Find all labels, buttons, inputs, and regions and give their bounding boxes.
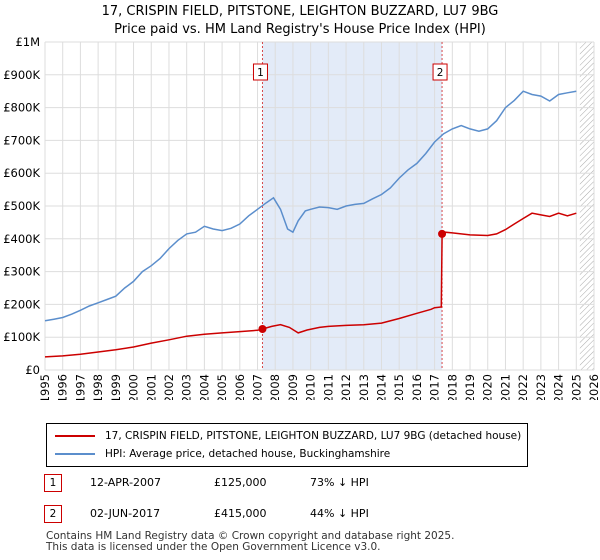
x-tick-label: 2018 [445,374,459,400]
price-chart: 1 2 £0 £100K £200K £300K £400K £500K £600K £700K £… [3,35,600,400]
chart-title: 17, CRISPIN FIELD, PITSTONE, LEIGHTON BU… [101,4,499,19]
x-tick-label: 2014 [374,374,388,400]
sale-point [258,325,267,333]
x-tick-label: 2019 [463,374,477,400]
x-tick-label: 2016 [410,374,424,400]
y-tick-label: £0 [25,363,40,377]
x-tick-label: 1995 [38,374,52,400]
chart-subtitle: Price paid vs. HM Land Registry's House … [114,22,486,37]
x-tick-label: 2023 [534,374,548,400]
x-tick-label: 2004 [197,374,211,400]
y-tick-label: £100K [3,330,40,344]
sale-point [438,229,447,238]
legend-swatch-property [55,435,95,437]
y-tick-label: £600K [3,166,40,180]
x-tick-label: 2000 [127,374,141,400]
x-tick-label: 2012 [339,374,353,400]
annotation-label: 1 [257,67,264,79]
sale-price: £125,000 [214,476,267,489]
footer: Contains HM Land Registry data © Crown c… [46,531,454,553]
hpi-series-line [44,90,577,322]
x-tick-label: 1998 [91,374,105,400]
x-tick-label: 1996 [56,374,70,400]
x-tick-label: 2024 [552,374,566,400]
legend-label-hpi: HPI: Average price, detached house, Buck… [105,448,391,460]
y-tick-label: £700K [3,133,40,147]
sale-date: 02-JUN-2017 [90,507,161,520]
sale-marker-badge: 2 [44,505,62,523]
sale-row: 1 12-APR-2007 £125,000 73% ↓ HPI [44,474,564,494]
legend-item-hpi: HPI: Average price, detached house, Buck… [55,446,390,462]
sale-hpi-diff: 44% ↓ HPI [310,507,369,520]
x-tick-label: 2010 [304,374,318,400]
x-tick-label: 1997 [73,374,87,400]
footer-copyright: Contains HM Land Registry data © Crown c… [46,530,455,542]
x-tick-label: 2017 [428,374,442,400]
x-tick-label: 2001 [144,374,158,400]
legend: 17, CRISPIN FIELD, PITSTONE, LEIGHTON BU… [46,423,528,467]
x-tick-label: 1999 [109,374,123,400]
x-tick-label: 2015 [392,374,406,400]
footer-licence: This data is licensed under the Open Gov… [46,541,381,553]
sale-hpi-diff: 73% ↓ HPI [310,476,369,489]
x-tick-label: 2025 [569,374,583,400]
annotation-box [252,63,268,81]
legend-item-property: 17, CRISPIN FIELD, PITSTONE, LEIGHTON BU… [55,428,521,444]
sale-marker-badge: 1 [44,474,62,492]
y-tick-label: £200K [3,297,40,311]
x-tick-label: 2022 [516,374,530,400]
y-tick-label: £400K [3,232,40,246]
y-tick-label: £900K [3,68,40,82]
x-tick-label: 2008 [268,374,282,400]
x-tick-label: 2005 [215,374,229,400]
sale-row: 2 02-JUN-2017 £415,000 44% ↓ HPI [44,505,564,525]
x-tick-label: 2002 [162,374,176,400]
x-tick-label: 2007 [251,374,265,400]
x-tick-label: 2011 [321,374,335,400]
x-tick-label: 2006 [233,374,247,400]
x-tick-label: 2021 [498,374,512,400]
legend-swatch-hpi [55,453,95,455]
sale-date: 12-APR-2007 [90,476,162,489]
x-tick-label: 2013 [357,374,371,400]
legend-label-property: 17, CRISPIN FIELD, PITSTONE, LEIGHTON BU… [105,430,522,442]
property-series-line [44,212,577,358]
sale-price: £415,000 [214,507,267,520]
x-tick-label: 2009 [286,374,300,400]
y-tick-label: £1M [15,35,40,49]
annotation-label: 2 [437,67,444,79]
annotation-box [432,63,448,81]
y-tick-label: £500K [3,199,40,213]
x-tick-label: 2026 [587,374,600,400]
y-tick-label: £800K [3,101,40,115]
x-tick-label: 2003 [180,374,194,400]
x-tick-label: 2020 [481,374,495,400]
y-tick-label: £300K [3,265,40,279]
